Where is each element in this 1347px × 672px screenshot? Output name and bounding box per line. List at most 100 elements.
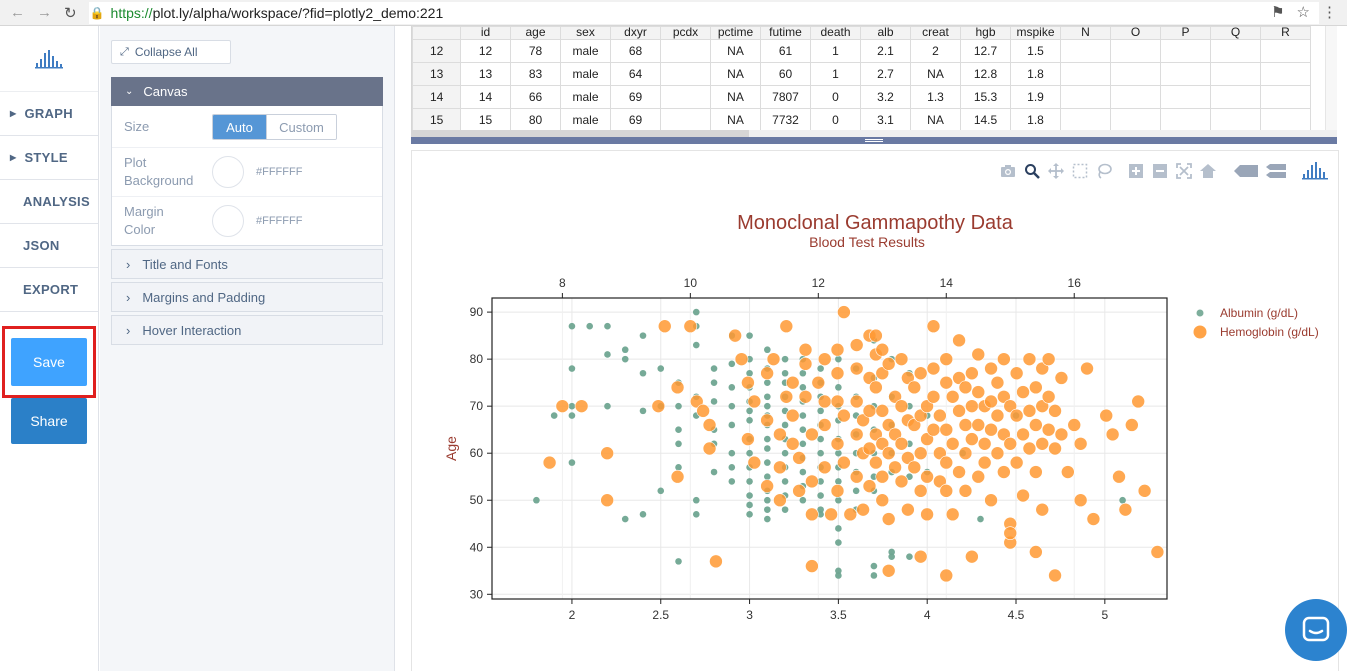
hemoglobin-point[interactable] <box>945 507 960 522</box>
hemoglobin-point[interactable] <box>798 342 813 357</box>
hemoglobin-point[interactable] <box>702 418 717 432</box>
grid-cell[interactable]: 68 <box>610 39 661 63</box>
hemoglobin-point[interactable] <box>881 418 896 432</box>
zoom-icon[interactable] <box>1024 163 1040 179</box>
albumin-point[interactable] <box>728 449 736 457</box>
hemoglobin-point[interactable] <box>907 460 922 475</box>
hemoglobin-point[interactable] <box>837 408 851 423</box>
grid-cell[interactable] <box>1160 62 1211 86</box>
albumin-point[interactable] <box>817 407 824 415</box>
hemoglobin-point[interactable] <box>1016 488 1030 503</box>
albumin-point[interactable] <box>675 426 682 433</box>
row-number-cell[interactable]: 12 <box>412 39 461 63</box>
grid-column-header[interactable]: age <box>510 26 561 40</box>
hemoglobin-point[interactable] <box>1099 408 1114 423</box>
hemoglobin-point[interactable] <box>849 338 864 352</box>
grid-cell[interactable]: 1.8 <box>1010 108 1061 130</box>
reset-axes-home-icon[interactable] <box>1200 163 1216 179</box>
hemoglobin-point[interactable] <box>894 399 909 413</box>
hemoglobin-point[interactable] <box>1048 404 1062 418</box>
pan-icon[interactable] <box>1048 163 1064 179</box>
hemoglobin-point[interactable] <box>760 413 774 428</box>
grid-horizontal-scrollbar[interactable] <box>411 130 1337 137</box>
hemoglobin-point[interactable] <box>926 361 941 376</box>
grid-cell[interactable]: 1.5 <box>1010 39 1061 63</box>
legend-albumin-marker[interactable] <box>1196 309 1204 317</box>
albumin-point[interactable] <box>852 487 860 495</box>
grid-cell[interactable] <box>1260 62 1311 86</box>
nav-style[interactable]: ▶ STYLE <box>0 136 98 180</box>
camera-icon[interactable] <box>1000 163 1016 179</box>
hemoglobin-point[interactable] <box>881 357 896 371</box>
hemoglobin-point[interactable] <box>702 441 717 456</box>
grid-column-header[interactable]: N <box>1060 26 1111 40</box>
albumin-point[interactable] <box>764 379 771 386</box>
albumin-point[interactable] <box>764 346 771 354</box>
hemoglobin-point[interactable] <box>1048 568 1062 583</box>
hemoglobin-point[interactable] <box>990 408 1005 423</box>
grid-cell[interactable] <box>1210 39 1261 63</box>
save-button[interactable]: Save <box>11 338 87 386</box>
hemoglobin-point[interactable] <box>965 549 979 564</box>
hemoglobin-point[interactable] <box>913 484 928 498</box>
grid-cell[interactable] <box>1210 108 1261 130</box>
hemoglobin-point[interactable] <box>785 436 800 451</box>
albumin-point[interactable] <box>835 539 842 546</box>
hemoglobin-point[interactable] <box>1137 484 1152 498</box>
grid-cell[interactable] <box>1060 108 1111 130</box>
hemoglobin-point[interactable] <box>670 469 685 484</box>
grid-cell[interactable] <box>1110 39 1161 63</box>
grid-cell[interactable] <box>1210 85 1261 109</box>
zoom-in-icon[interactable] <box>1128 163 1144 179</box>
albumin-point[interactable] <box>728 421 736 429</box>
hemoglobin-point[interactable] <box>984 361 998 376</box>
hemoglobin-point[interactable] <box>651 399 666 413</box>
hemoglobin-point[interactable] <box>817 394 832 409</box>
grid-cell[interactable]: NA <box>710 85 761 109</box>
hemoglobin-point[interactable] <box>901 502 915 517</box>
albumin-point[interactable] <box>604 351 611 358</box>
grid-cell[interactable]: 12 <box>460 39 511 63</box>
hemoglobin-point[interactable] <box>1029 465 1043 479</box>
albumin-point[interactable] <box>799 426 807 433</box>
nav-export[interactable]: EXPORT <box>0 268 98 312</box>
hemoglobin-point[interactable] <box>965 399 979 413</box>
grid-cell[interactable]: 1 <box>810 62 861 86</box>
grid-cell[interactable]: 60 <box>760 62 811 86</box>
hemoglobin-point[interactable] <box>894 436 909 451</box>
albumin-point[interactable] <box>746 416 753 424</box>
albumin-point[interactable] <box>568 365 576 372</box>
hemoglobin-point[interactable] <box>881 446 896 461</box>
albumin-point[interactable] <box>764 402 771 410</box>
grid-cell[interactable]: 66 <box>510 85 561 109</box>
hemoglobin-point[interactable] <box>817 352 832 366</box>
grid-cell[interactable]: 69 <box>610 108 661 130</box>
albumin-point[interactable] <box>710 365 718 372</box>
hemoglobin-point[interactable] <box>907 380 922 395</box>
albumin-point[interactable] <box>533 496 540 504</box>
share-button[interactable]: Share <box>11 398 87 444</box>
albumin-point[interactable] <box>728 464 736 471</box>
grid-cell[interactable] <box>1210 62 1261 86</box>
hemoglobin-point[interactable] <box>965 432 979 446</box>
hemoglobin-point[interactable] <box>939 352 954 366</box>
hover-closest-icon[interactable] <box>1234 163 1258 179</box>
hemoglobin-point[interactable] <box>657 319 672 334</box>
hemoglobin-point[interactable] <box>1029 545 1043 559</box>
hemoglobin-point[interactable] <box>920 507 934 522</box>
grid-cell[interactable]: 1.9 <box>1010 85 1061 109</box>
grid-cell[interactable] <box>1260 108 1311 130</box>
albumin-point[interactable] <box>639 407 647 415</box>
autoscale-icon[interactable] <box>1176 163 1192 179</box>
grid-column-header[interactable] <box>412 26 461 40</box>
grid-column-header[interactable]: Q <box>1210 26 1261 40</box>
hemoglobin-point[interactable] <box>843 507 858 522</box>
albumin-point[interactable] <box>870 473 878 481</box>
hemoglobin-point[interactable] <box>734 352 749 366</box>
plotly-logo[interactable] <box>0 26 98 92</box>
albumin-point[interactable] <box>639 332 647 339</box>
albumin-point[interactable] <box>817 449 824 457</box>
hemoglobin-point[interactable] <box>670 380 685 395</box>
extension-icon[interactable]: ⚑ <box>1271 4 1285 21</box>
grid-column-header[interactable]: death <box>810 26 861 40</box>
